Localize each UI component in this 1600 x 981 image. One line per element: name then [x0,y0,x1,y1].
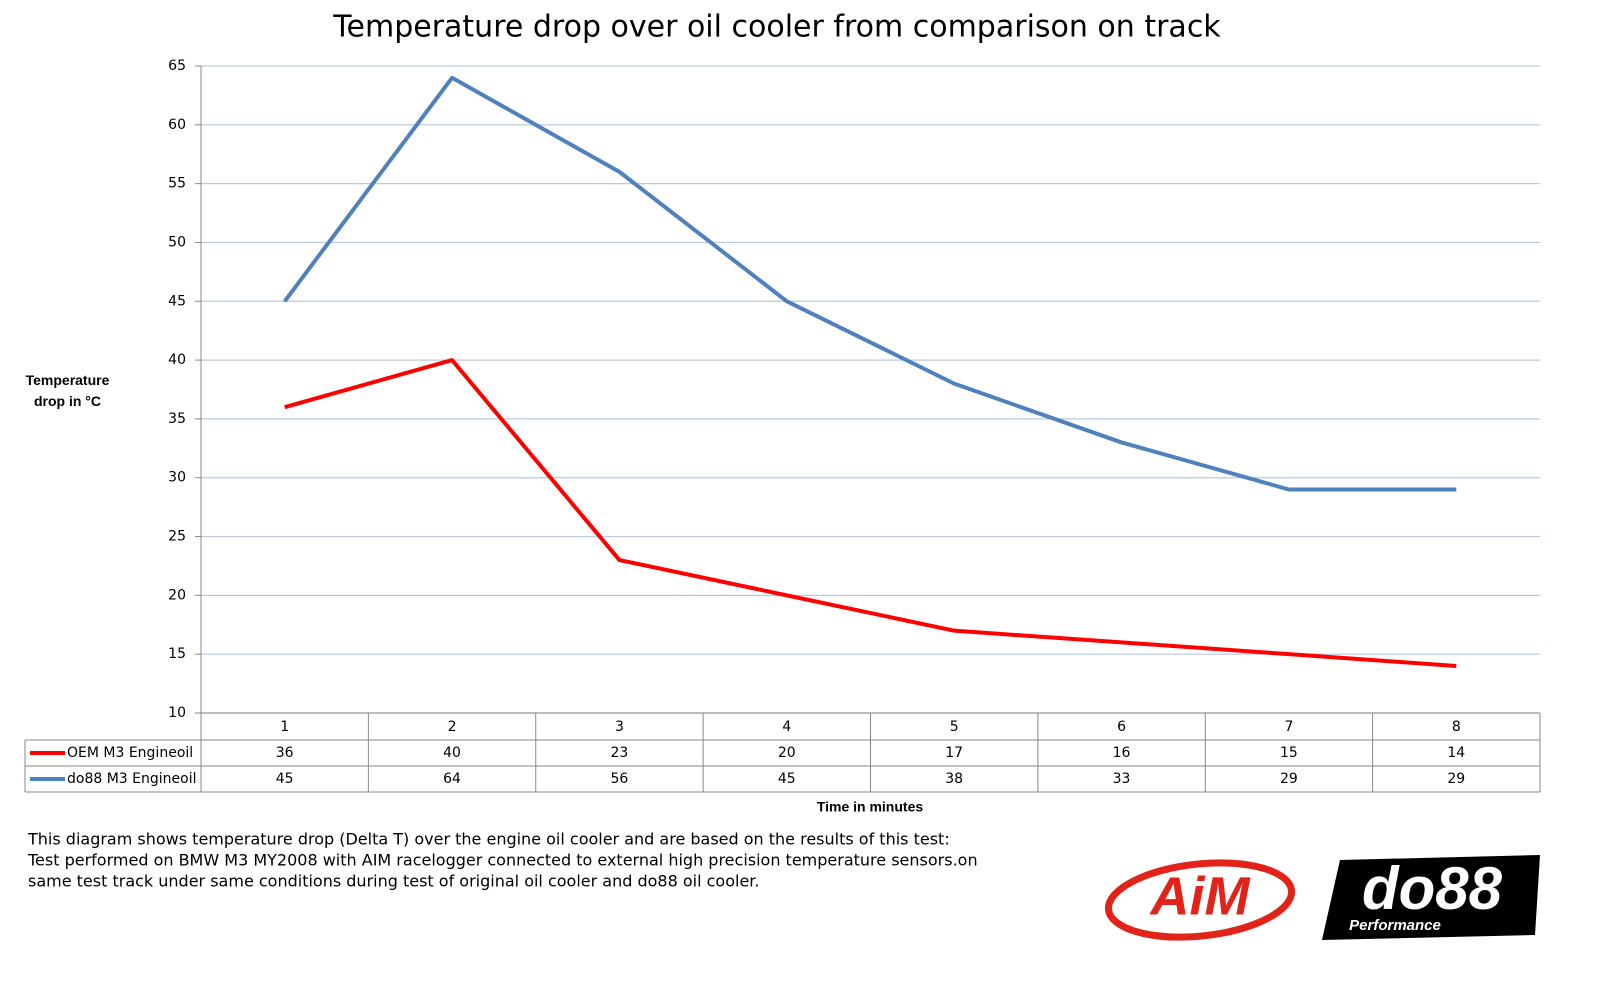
x-tick-label: 2 [448,719,457,735]
table-value: 40 [443,745,461,761]
x-tick-label: 1 [280,719,289,735]
y-axis-label: Temperature drop in °C [25,372,110,409]
do88-logo-sub: Performance [1349,917,1441,934]
y-tick-label: 45 [168,293,186,309]
series-line [283,75,1457,492]
chart-title: Temperature drop over oil cooler from co… [332,10,1221,45]
table-value: 17 [945,745,963,761]
x-tick-label: 5 [950,719,959,735]
y-tick-label: 15 [168,646,186,662]
table-value: 38 [945,771,963,787]
table-value: 36 [276,745,294,761]
y-tick-label: 65 [168,58,186,74]
table-value: 56 [611,771,629,787]
table-value: 64 [443,771,461,787]
x-tick-label: 4 [782,719,791,735]
y-tick-label: 35 [168,411,186,427]
y-tick-label: 55 [168,176,186,192]
table-value: 33 [1113,771,1131,787]
y-tick-label: 30 [168,470,186,486]
y-tick-label: 50 [168,234,186,250]
y-tick-label: 40 [168,352,186,368]
table-value: 29 [1447,771,1465,787]
note: This diagram shows temperature drop (Del… [27,830,950,849]
note: same test track under same conditions du… [28,872,759,891]
legend-label: do88 M3 Engineoil [67,771,196,787]
note: Test performed on BMW M3 MY2008 with AIM… [27,851,978,870]
aim-logo-ring [1104,859,1296,941]
series-line [284,358,1457,668]
x-tick-label: 7 [1284,719,1293,735]
y-tick-label: 25 [168,529,186,545]
aim-logo: AiM [1149,866,1251,926]
table-value: 45 [276,771,294,787]
table-value: 14 [1447,745,1465,761]
table-value: 29 [1280,771,1298,787]
table-value: 15 [1280,745,1298,761]
do88-logo-box [1322,855,1540,940]
table-value: 16 [1113,745,1131,761]
y-tick-label: 20 [168,587,186,603]
x-tick-label: 3 [615,719,624,735]
table-value: 20 [778,745,796,761]
y-tick-label: 60 [168,117,186,133]
x-tick-label: 6 [1117,719,1126,735]
table-value: 23 [611,745,629,761]
x-tick-label: 8 [1452,719,1461,735]
legend-label: OEM M3 Engineoil [67,745,193,761]
do88-logo: do88 [1362,855,1503,922]
table-value: 45 [778,771,796,787]
y-tick-label: 10 [168,705,186,721]
x-axis-label: Time in minutes [817,799,924,815]
